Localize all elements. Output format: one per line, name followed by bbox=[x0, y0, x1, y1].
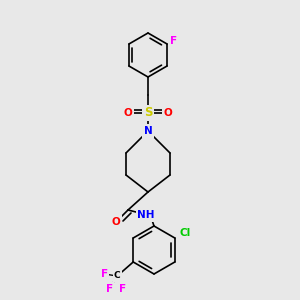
Text: F: F bbox=[170, 36, 178, 46]
Text: O: O bbox=[112, 217, 120, 227]
Text: O: O bbox=[124, 108, 132, 118]
Text: F: F bbox=[119, 284, 126, 294]
Text: O: O bbox=[164, 108, 172, 118]
Text: NH: NH bbox=[137, 210, 155, 220]
Text: C: C bbox=[114, 272, 121, 280]
Text: S: S bbox=[144, 106, 152, 119]
Text: Cl: Cl bbox=[179, 228, 190, 238]
Text: F: F bbox=[101, 269, 108, 279]
Text: F: F bbox=[106, 284, 113, 294]
Text: N: N bbox=[144, 126, 152, 136]
